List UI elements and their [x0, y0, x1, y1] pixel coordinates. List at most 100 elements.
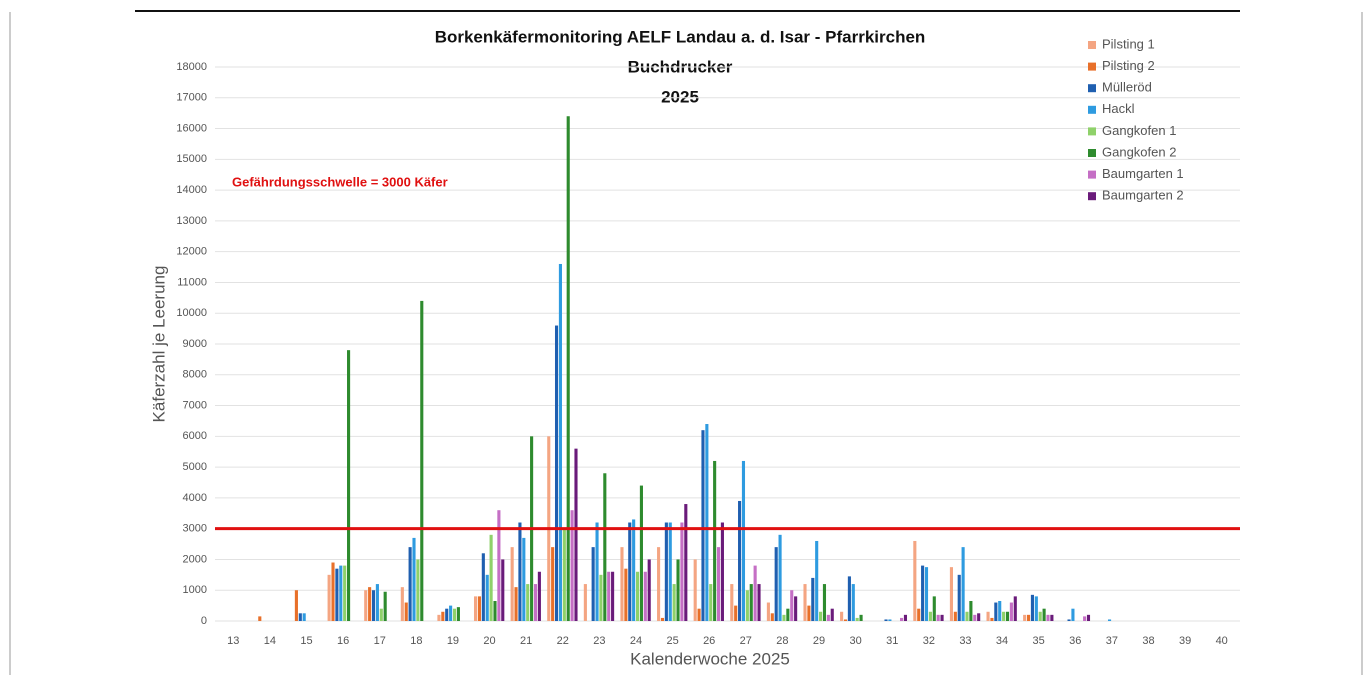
- y-tick-label: 6000: [183, 430, 207, 442]
- bar: [533, 584, 538, 621]
- bar: [680, 522, 684, 621]
- bar: [537, 571, 541, 621]
- legend-swatch: [1088, 84, 1096, 93]
- bar: [404, 602, 408, 621]
- bar: [335, 568, 339, 621]
- y-tick-label: 8000: [183, 369, 207, 381]
- bar: [408, 547, 412, 621]
- y-tick-label: 5000: [183, 461, 207, 473]
- legend-label: Baumgarten 1: [1102, 166, 1184, 181]
- bar: [343, 565, 347, 621]
- bar: [570, 510, 574, 621]
- y-tick-label: 2000: [183, 553, 207, 565]
- bar: [607, 571, 611, 621]
- bar: [815, 540, 819, 621]
- bar: [921, 565, 925, 621]
- bar: [830, 608, 834, 621]
- bar: [591, 547, 595, 621]
- legend-label: Mülleröd: [1102, 80, 1152, 95]
- bar: [676, 559, 680, 621]
- bar: [258, 616, 262, 621]
- bar: [493, 600, 497, 621]
- y-tick-label: 15000: [176, 153, 207, 165]
- x-tick-label: 28: [776, 635, 788, 647]
- bar: [456, 607, 460, 621]
- x-tick-label: 37: [1106, 635, 1118, 647]
- legend-swatch: [1088, 127, 1096, 136]
- bar: [420, 300, 424, 621]
- y-tick-label: 0: [201, 615, 207, 627]
- y-tick-label: 10000: [176, 307, 207, 319]
- legend-label: Baumgarten 2: [1102, 188, 1184, 203]
- x-tick-label: 17: [374, 635, 386, 647]
- bar: [441, 611, 445, 621]
- bar: [632, 519, 636, 621]
- bar: [986, 611, 990, 621]
- legend-label: Hackl: [1102, 101, 1135, 116]
- x-tick-label: 33: [959, 635, 971, 647]
- bar: [847, 576, 851, 621]
- x-tick-label: 24: [630, 635, 642, 647]
- bar: [965, 611, 969, 621]
- bar: [518, 522, 522, 621]
- bar: [647, 559, 651, 621]
- bar: [477, 596, 481, 621]
- bar: [657, 547, 661, 621]
- x-tick-label: 27: [740, 635, 752, 647]
- x-tick-label: 21: [520, 635, 532, 647]
- bar: [522, 537, 526, 621]
- legend-label: Pilsting 2: [1102, 58, 1155, 73]
- bar: [913, 540, 917, 621]
- y-tick-label: 3000: [183, 523, 207, 535]
- bar: [473, 596, 478, 621]
- bar: [595, 522, 599, 621]
- chart-title: Borkenkäfermonitoring AELF Landau a. d. …: [435, 27, 926, 46]
- bar: [635, 571, 640, 621]
- bar: [1086, 614, 1091, 621]
- bar: [416, 559, 420, 621]
- bar: [437, 614, 441, 621]
- y-tick-label: 9000: [183, 338, 207, 350]
- bar: [1042, 608, 1046, 621]
- bar: [741, 460, 746, 621]
- bar: [998, 600, 1002, 621]
- bar: [778, 534, 782, 621]
- bar: [383, 591, 387, 621]
- y-tick-label: 11000: [177, 276, 207, 288]
- x-tick-label: 32: [923, 635, 935, 647]
- bar: [672, 584, 676, 621]
- bar: [730, 584, 734, 621]
- bar: [302, 613, 306, 621]
- bar: [851, 584, 855, 621]
- bar: [1071, 608, 1075, 621]
- bar: [957, 574, 961, 621]
- bar: [452, 608, 457, 621]
- bar: [558, 263, 562, 621]
- bar: [481, 553, 485, 621]
- x-tick-label: 35: [1033, 635, 1045, 647]
- x-tick-label: 29: [813, 635, 825, 647]
- bar: [786, 608, 790, 621]
- legend-label: Gangkofen 2: [1102, 144, 1176, 159]
- bar: [924, 567, 929, 621]
- bar: [855, 617, 859, 621]
- bar: [485, 574, 489, 621]
- bar: [624, 568, 628, 621]
- bar: [574, 448, 578, 621]
- annotation: Gefährdungsschwelle = 3000 Käfer: [232, 174, 448, 189]
- bar: [375, 584, 379, 621]
- x-tick-label: 23: [593, 635, 605, 647]
- bar: [753, 565, 757, 621]
- bar: [628, 522, 632, 621]
- bar: [668, 522, 672, 621]
- x-tick-label: 31: [886, 635, 898, 647]
- bar: [973, 614, 977, 621]
- bar: [888, 619, 892, 621]
- bar: [859, 614, 863, 621]
- bar: [936, 614, 940, 621]
- x-tick-label: 36: [1069, 635, 1081, 647]
- bar: [1005, 611, 1010, 621]
- bar: [903, 614, 908, 621]
- x-tick-label: 19: [447, 635, 459, 647]
